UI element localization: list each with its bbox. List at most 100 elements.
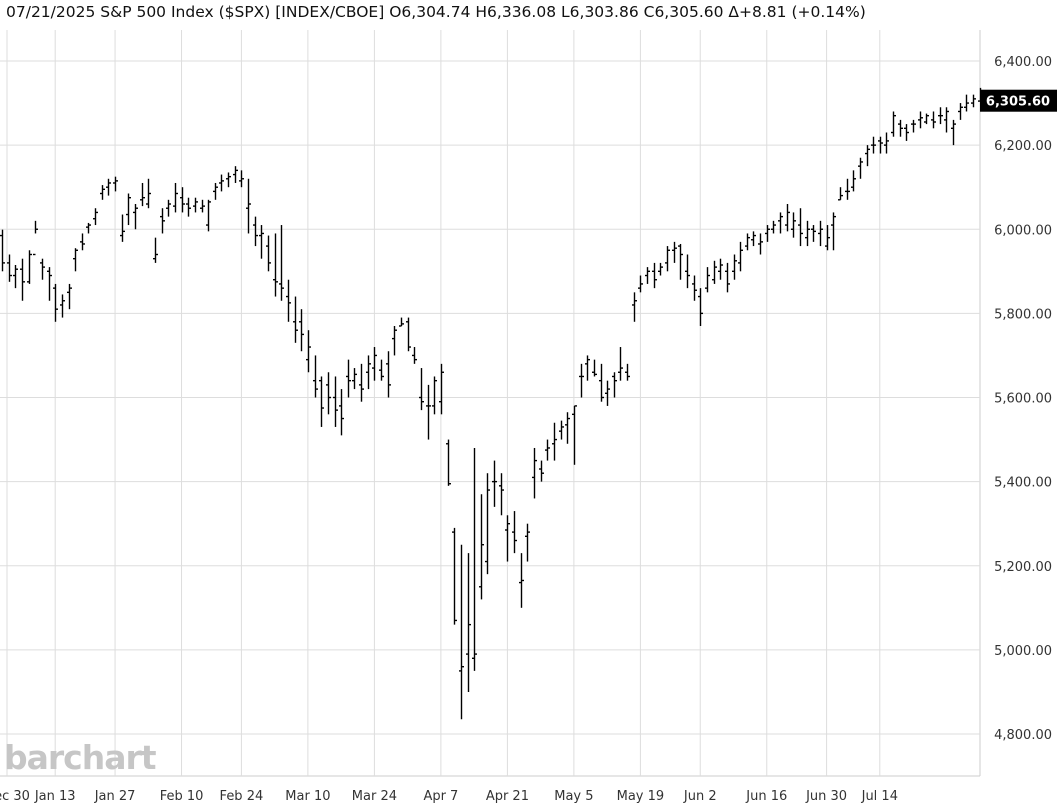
ohlc-bar <box>612 372 617 398</box>
ohlc-bar <box>200 199 205 213</box>
x-tick-label: Apr 7 <box>423 789 458 804</box>
ohlc-bar <box>372 347 377 381</box>
ohlc-bar <box>592 359 597 377</box>
x-tick-label: Mar 10 <box>285 789 330 804</box>
ohlc-bar <box>27 250 32 284</box>
ohlc-bar <box>193 197 198 213</box>
ohlc-bar <box>7 254 12 282</box>
ohlc-bar <box>725 262 730 293</box>
ohlc-bar <box>931 111 936 129</box>
ohlc-bar <box>938 107 943 125</box>
high-value: H6,336.08 <box>475 3 557 21</box>
ohlc-bar <box>572 405 577 465</box>
ohlc-bar <box>805 220 810 247</box>
ohlc-bar <box>705 267 710 293</box>
x-tick-label: May 19 <box>617 789 665 804</box>
chart-title: 07/21/2025 S&P 500 Index ($SPX) [INDEX/C… <box>6 3 385 21</box>
ohlc-bar <box>419 368 424 411</box>
last-price-box <box>980 89 1057 112</box>
ohlc-bar <box>732 254 737 280</box>
ohlc-bar <box>505 515 510 562</box>
ohlc-bar <box>319 376 324 427</box>
ohlc-bar <box>160 208 165 234</box>
ohlc-bar <box>326 372 331 415</box>
ohlc-bar <box>811 225 816 242</box>
ohlc-bar <box>233 166 238 183</box>
ohlc-bar <box>552 422 557 461</box>
ohlc-bar <box>273 233 278 297</box>
ohlc-bar <box>765 225 770 242</box>
ohlc-bar <box>100 185 105 200</box>
x-tick-label: Jun 30 <box>805 789 847 804</box>
x-tick-label: Feb 24 <box>220 789 264 804</box>
ohlc-bar <box>126 193 131 226</box>
ohlc-bar <box>958 103 963 120</box>
ohlc-bar <box>718 258 723 280</box>
last-price-label: 6,305.60 <box>986 95 1050 110</box>
ohlc-bar <box>565 412 570 444</box>
ohlc-bar <box>333 376 338 427</box>
ohlc-bar <box>446 439 451 486</box>
ohlc-bar <box>47 267 52 301</box>
ohlc-bar <box>479 494 484 600</box>
ohlc-bar <box>758 233 763 255</box>
ohlc-bar <box>399 317 404 327</box>
ohlc-bar <box>638 275 643 293</box>
ohlc-bar <box>180 187 185 213</box>
ohlc-bar <box>712 260 717 284</box>
ohlc-bar <box>525 523 530 562</box>
ohlc-bar <box>213 182 218 200</box>
open-value: O6,304.74 <box>389 3 471 21</box>
ohlc-bar <box>745 233 750 251</box>
ohlc-bar <box>33 220 38 256</box>
ohlc-bar <box>80 233 85 251</box>
ohlc-bar <box>20 258 25 301</box>
ohlc-bar <box>60 294 65 318</box>
ohlc-bar <box>140 182 145 207</box>
ohlc-bar <box>665 246 670 272</box>
ohlc-bar <box>951 119 956 146</box>
ohlc-bar <box>485 473 490 575</box>
x-tick-label: Jan 13 <box>34 789 76 804</box>
x-tick-label: Jun 16 <box>745 789 787 804</box>
ohlc-bar <box>359 363 364 402</box>
ohlc-bar <box>432 376 437 415</box>
ohlc-bar <box>738 241 743 272</box>
ohlc-bar <box>286 279 291 322</box>
close-value: C6,305.60 <box>643 3 724 21</box>
ohlc-bar <box>539 460 544 482</box>
ohlc-bar <box>459 544 464 720</box>
ohlc-bar <box>412 347 417 364</box>
ohlc-bar <box>891 111 896 137</box>
y-tick-label: 5,400.00 <box>994 476 1052 491</box>
ohlc-bar <box>911 119 916 133</box>
ohlc-bar <box>379 359 384 381</box>
ohlc-bar <box>692 275 697 301</box>
y-tick-label: 6,200.00 <box>994 139 1052 154</box>
ohlc-bar <box>685 254 690 289</box>
ohlc-bar <box>386 351 391 398</box>
ohlc-bar <box>831 212 836 251</box>
ohlc-bar <box>499 473 504 516</box>
ohlc-bar <box>865 145 870 167</box>
ohlc-bar <box>246 178 251 234</box>
ohlc-bar <box>519 553 524 608</box>
y-tick-label: 4,800.00 <box>994 728 1052 743</box>
ohlc-bar <box>851 170 856 192</box>
ohlc-bar <box>599 363 604 402</box>
ohlc-bar <box>266 235 271 272</box>
ohlc-bar <box>898 119 903 137</box>
ohlc-bar <box>771 220 776 234</box>
ohlc-bar <box>113 176 118 192</box>
change-value: Δ+8.81 (+0.14%) <box>728 3 866 21</box>
ohlc-bar <box>545 439 550 461</box>
ohlc-bar <box>971 94 976 108</box>
ohlc-bar <box>153 237 158 263</box>
ohlc-bar <box>239 170 244 188</box>
ohlc-bar <box>778 212 783 234</box>
ohlc-bar <box>133 204 138 230</box>
ohlc-bar <box>845 178 850 200</box>
ohlc-bar <box>625 363 630 381</box>
ohlc-bar <box>366 355 371 390</box>
